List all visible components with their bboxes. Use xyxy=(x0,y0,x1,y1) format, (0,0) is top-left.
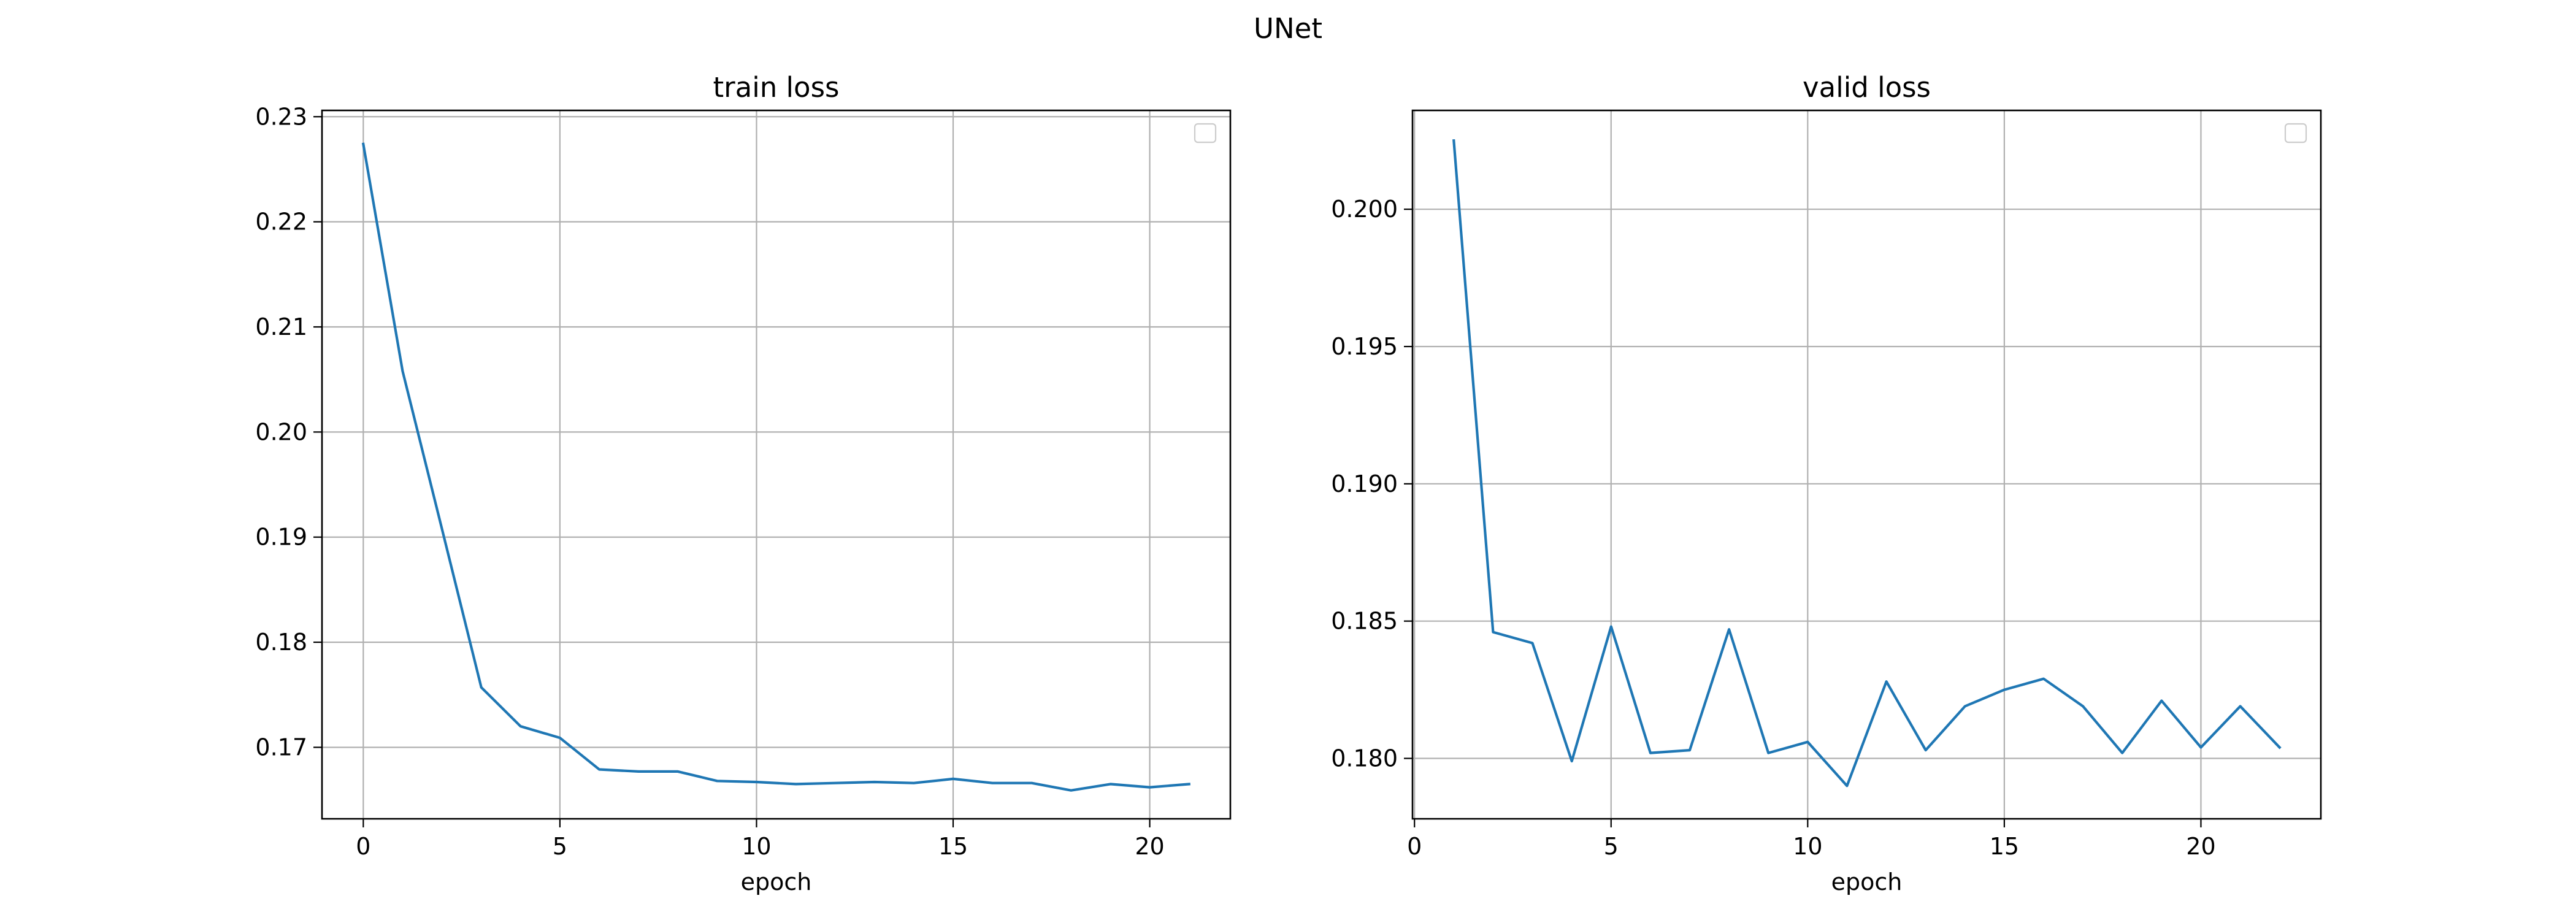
valid-loss-xtick-label: 20 xyxy=(2186,833,2215,860)
valid-loss-ytick-label: 0.190 xyxy=(1331,470,1398,497)
train-loss-title: train loss xyxy=(713,71,840,104)
train-loss-ytick-label: 0.17 xyxy=(255,734,307,761)
valid-loss-legend-box xyxy=(2284,123,2307,144)
train-loss-xtick-label: 5 xyxy=(553,833,567,860)
train-loss-axes-frame xyxy=(321,109,1232,820)
train-loss-ytick-label: 0.18 xyxy=(255,629,307,656)
train-loss-xtick-label: 20 xyxy=(1135,833,1164,860)
chart-train-loss: 0 5 10 15 20 0.17 0.18 0.19 0.20 0.21 0.22 0.23 trai… xyxy=(255,71,1232,895)
train-loss-legend-box xyxy=(1194,123,1217,144)
train-loss-xtick-label: 10 xyxy=(742,833,771,860)
valid-loss-title: valid loss xyxy=(1803,71,1931,104)
valid-loss-xtick-label: 10 xyxy=(1793,833,1822,860)
valid-loss-ytick-label: 0.180 xyxy=(1331,745,1398,772)
train-loss-ytick-label: 0.23 xyxy=(255,103,307,130)
figure-suptitle: UNet xyxy=(1254,12,1322,45)
train-loss-ytick-label: 0.19 xyxy=(255,524,307,551)
valid-loss-ytick-label: 0.200 xyxy=(1331,196,1398,223)
train-loss-ytick-label: 0.20 xyxy=(255,418,307,445)
valid-loss-series-line xyxy=(1452,139,2282,788)
valid-loss-xlabel: epoch xyxy=(1831,868,1903,895)
train-loss-xtick-label: 0 xyxy=(356,833,370,860)
valid-loss-axes-frame xyxy=(1411,109,2322,820)
chart-valid-loss: 0 5 10 15 20 0.180 0.185 0.190 0.195 0.200 valid l… xyxy=(1331,71,2322,895)
train-loss-ytick-label: 0.21 xyxy=(255,313,307,340)
train-loss-ytick-label: 0.22 xyxy=(255,209,307,236)
valid-loss-ytick-label: 0.185 xyxy=(1331,608,1398,635)
valid-loss-xtick-label: 15 xyxy=(1990,833,2019,860)
valid-loss-xtick-label: 5 xyxy=(1604,833,1619,860)
train-loss-series-line xyxy=(361,142,1190,792)
train-loss-xtick-label: 15 xyxy=(938,833,968,860)
train-loss-xlabel: epoch xyxy=(741,868,812,895)
valid-loss-ytick-label: 0.195 xyxy=(1331,333,1398,360)
valid-loss-xtick-label: 0 xyxy=(1407,833,1422,860)
